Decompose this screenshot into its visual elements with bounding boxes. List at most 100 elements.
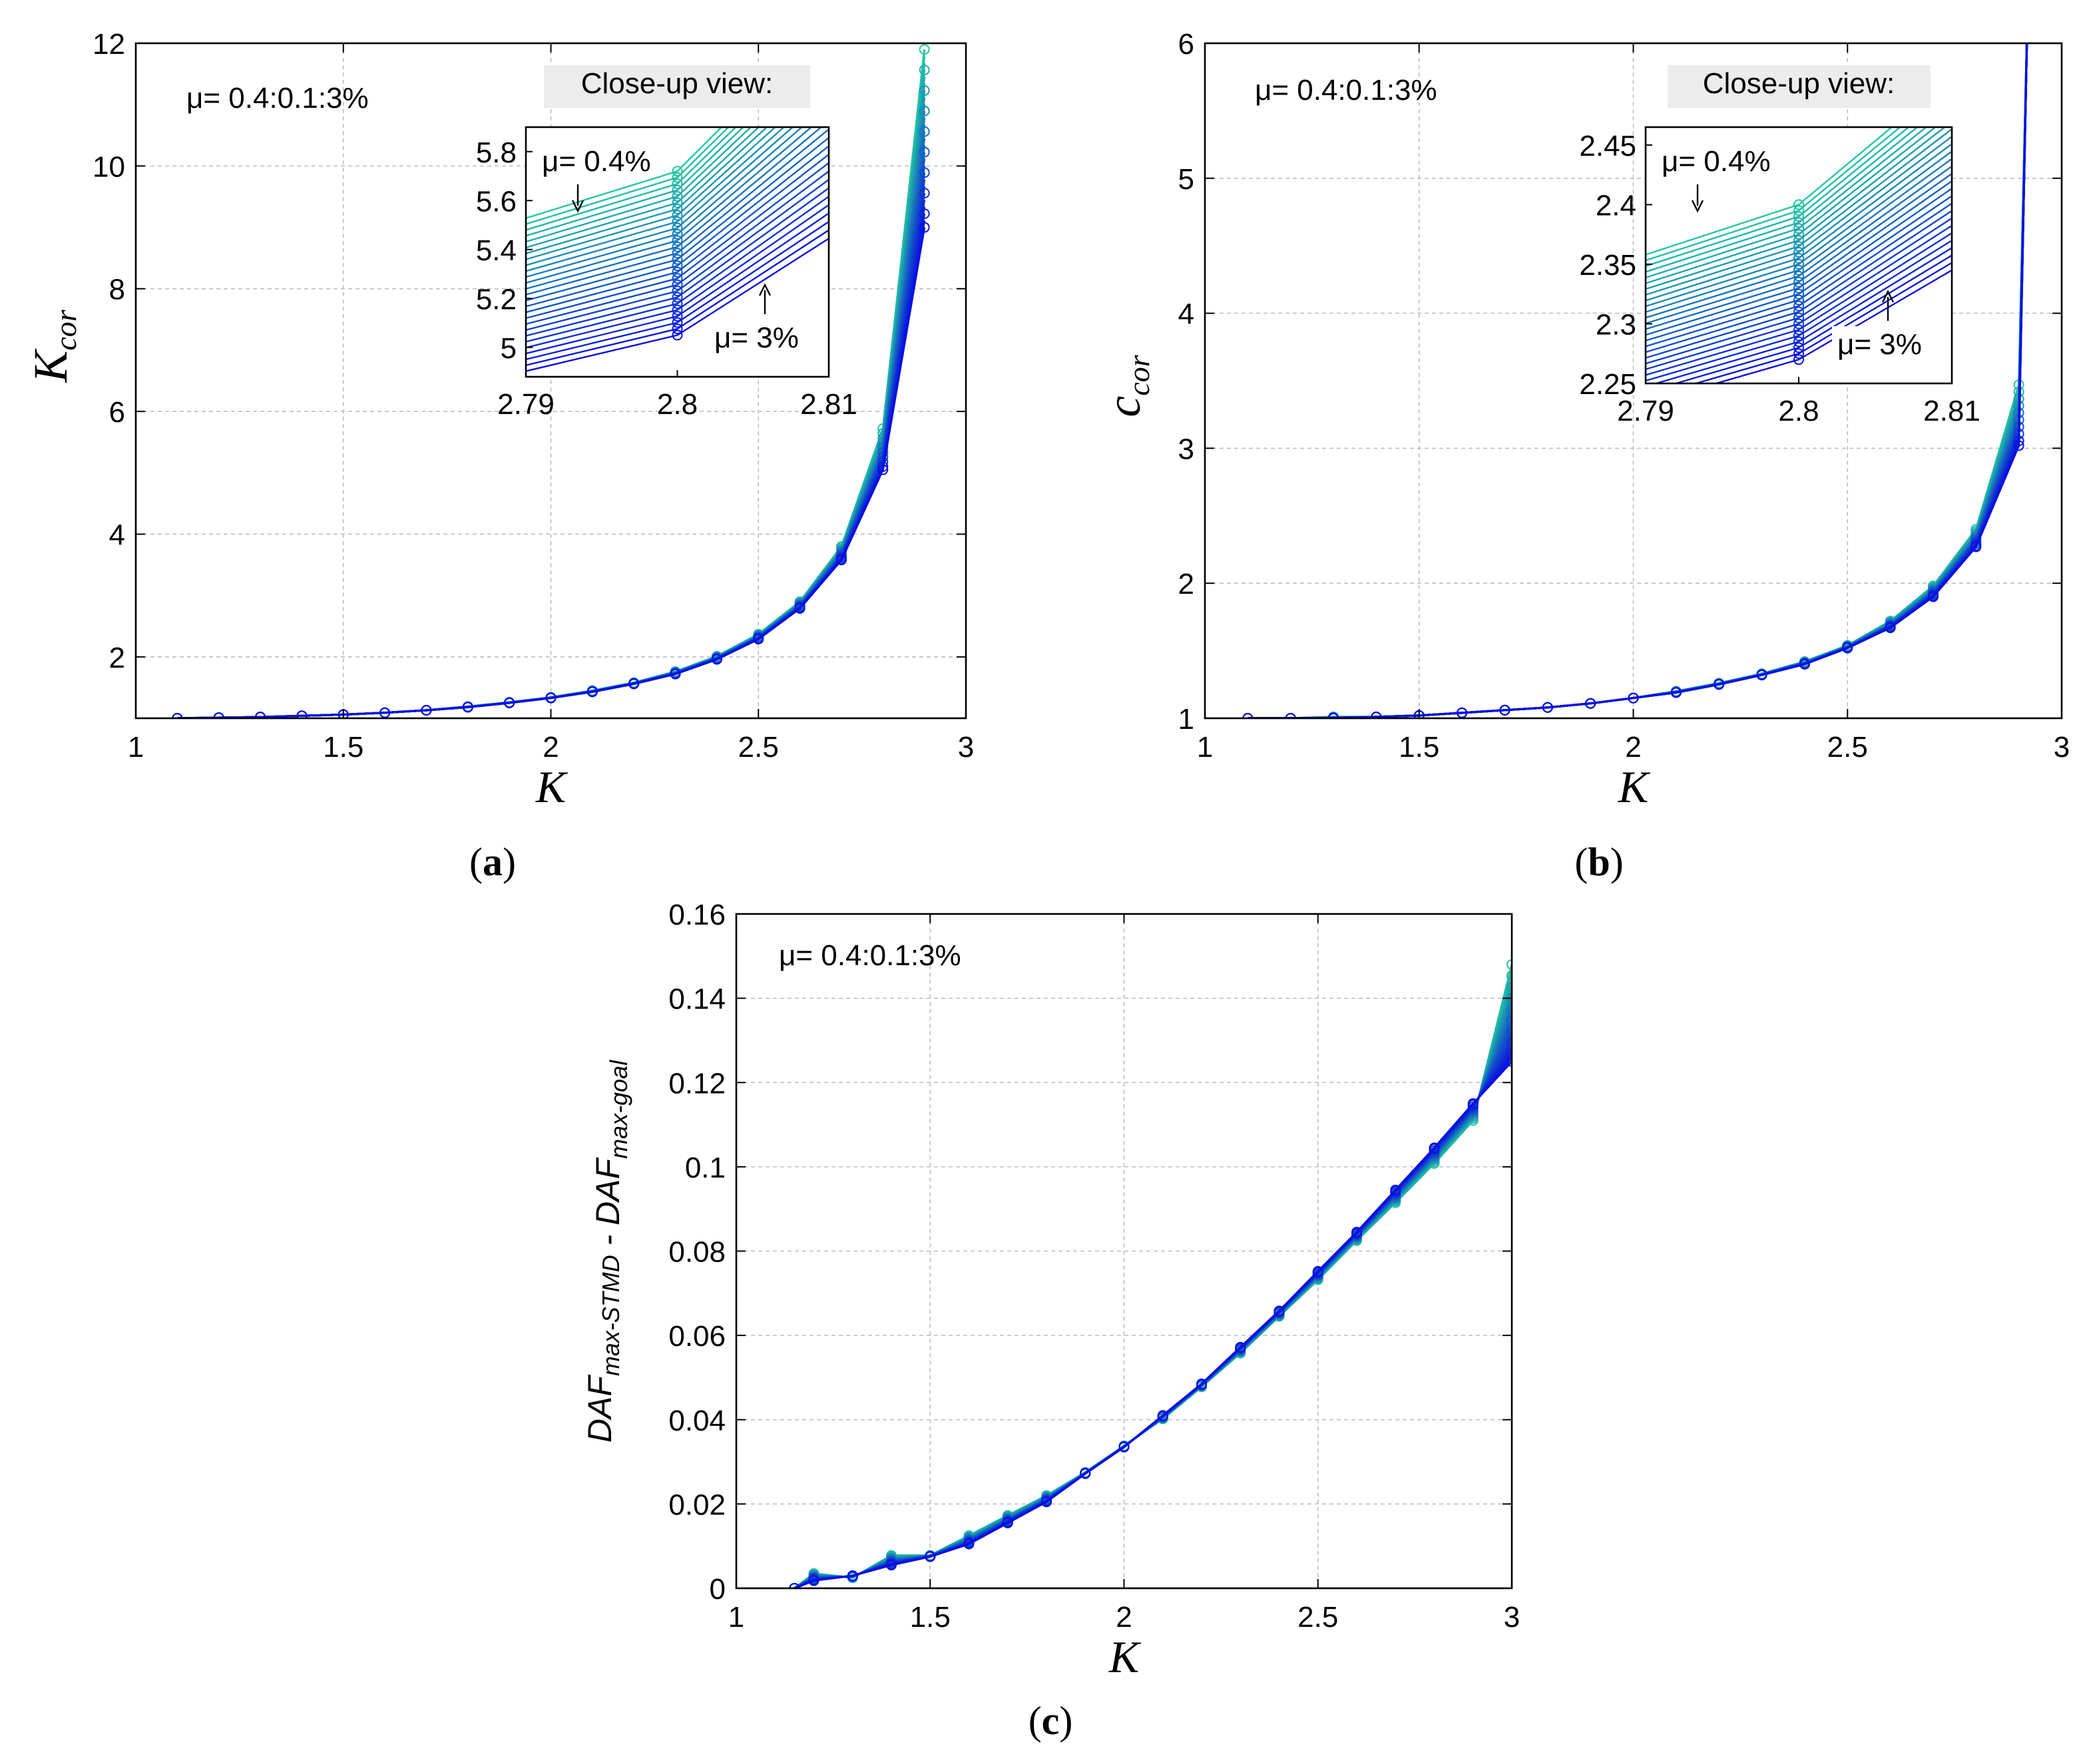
y-tick-label: 2 <box>109 642 125 674</box>
series-marker <box>1467 1098 1479 1109</box>
x-tick-label: 2.5 <box>1297 1601 1338 1634</box>
series-marker <box>711 654 722 665</box>
y-tick-label: 3 <box>1178 433 1194 465</box>
inset-x-tick-label: 2.79 <box>1617 395 1674 427</box>
inset-series-line <box>1646 158 1952 319</box>
x-axis-label: K <box>535 762 569 812</box>
series-marker <box>919 208 930 219</box>
inset-series-line <box>526 127 777 260</box>
inset-marker <box>672 241 683 252</box>
series-marker <box>794 602 806 614</box>
inset-marker <box>672 178 683 190</box>
y-tick-label: 0.12 <box>668 1067 726 1100</box>
series-marker <box>1585 698 1596 709</box>
inset-series-line <box>526 221 829 361</box>
inset-series-line <box>1646 210 1952 359</box>
inset-marker <box>1793 276 1804 288</box>
inset-y-tick-label: 2.45 <box>1579 130 1636 162</box>
series-marker <box>919 126 930 137</box>
inset-marker <box>672 184 683 196</box>
x-tick-label: 3 <box>1504 1601 1520 1634</box>
inset-marker <box>1793 211 1804 222</box>
y-tick-label: 12 <box>93 28 125 61</box>
inset-x-tick-label: 2.81 <box>1923 395 1980 427</box>
inset-marker <box>1793 270 1804 282</box>
x-tick-label: 2.5 <box>1827 731 1868 764</box>
series-marker <box>1351 1227 1362 1238</box>
series-marker <box>919 105 930 116</box>
y-tick-label: 0.16 <box>668 899 726 931</box>
inset-series-line <box>526 127 737 231</box>
panel-label-letter: a <box>483 840 503 884</box>
inset-series-line <box>1646 202 1952 353</box>
series-marker <box>1157 1410 1168 1421</box>
inset-x-tick-label: 2.8 <box>657 388 698 421</box>
inset-marker <box>1793 252 1804 264</box>
inset-label-bottom: μ= 3% <box>714 322 799 354</box>
series-marker <box>1885 622 1896 634</box>
inset-marker <box>672 191 683 202</box>
inset-marker <box>1793 258 1804 270</box>
inset-marker <box>1793 199 1804 210</box>
inset-y-tick-label: 5.2 <box>476 283 517 316</box>
series-line <box>794 1012 1512 1588</box>
x-tick-label: 1.5 <box>910 1601 951 1634</box>
inset-series-line <box>526 145 829 308</box>
series-line <box>794 1034 1512 1588</box>
y-tick-label: 0.06 <box>668 1320 726 1353</box>
inset-series-line <box>1646 172 1952 330</box>
inset-marker <box>1793 336 1804 347</box>
inset-series-line <box>526 127 745 237</box>
inset-y-tick-label: 2.4 <box>1596 189 1636 222</box>
series-marker <box>919 188 930 199</box>
inset-marker <box>672 172 683 183</box>
series-line <box>794 990 1512 1588</box>
inset-series-line <box>1646 188 1952 341</box>
inset-marker <box>1793 288 1804 300</box>
inset-marker <box>1793 241 1804 252</box>
inset-marker <box>1793 354 1804 365</box>
inset-y-tick-label: 2.25 <box>1579 368 1636 401</box>
series-line <box>794 1001 1512 1588</box>
series-marker <box>1970 541 1982 552</box>
arrow-down-icon <box>1691 200 1704 213</box>
inset-marker <box>1793 235 1804 246</box>
inset-marker <box>1793 294 1804 306</box>
inset-marker <box>672 166 683 177</box>
series-marker <box>1542 702 1553 713</box>
inset-marker <box>672 279 683 290</box>
series-marker <box>1506 959 1512 970</box>
inset-a: Close-up view: 2.79 2.8 2.81 5 5.2 5.4 5.6 5.8 μ=… <box>476 65 857 421</box>
inset-series-line <box>526 136 829 302</box>
panel-label-open: ( <box>469 840 483 884</box>
arrow-up-icon <box>1881 290 1895 303</box>
x-tick-label: 2 <box>1625 731 1641 764</box>
inset-marker <box>672 248 683 259</box>
inset-marker <box>1793 205 1804 216</box>
inset-marker <box>1793 342 1804 353</box>
panel-label-close: ) <box>1059 1699 1072 1743</box>
inset-label-top: μ= 0.4% <box>1662 145 1771 178</box>
y-axis-label-sub: max-goal <box>605 1060 632 1159</box>
inset-marker <box>1793 312 1804 324</box>
series-marker <box>1312 1265 1323 1277</box>
inset-series-line <box>526 196 829 343</box>
inset-marker <box>672 298 683 310</box>
series-line <box>794 1038 1512 1588</box>
series-line <box>794 983 1512 1588</box>
series-line <box>794 968 1512 1588</box>
series-line <box>794 979 1512 1588</box>
series-line <box>794 1042 1512 1588</box>
series-line <box>794 1008 1512 1588</box>
inset-series-line <box>1653 247 1952 383</box>
inset-series-line <box>526 127 813 284</box>
y-axis-label: Kcor <box>24 309 83 383</box>
x-axis-label: K <box>1618 762 1651 812</box>
series-marker <box>1196 1378 1207 1389</box>
inset-series-line <box>526 212 829 355</box>
inset-marker <box>1793 330 1804 341</box>
series-marker <box>1118 1441 1130 1452</box>
inset-series-line <box>526 154 829 314</box>
